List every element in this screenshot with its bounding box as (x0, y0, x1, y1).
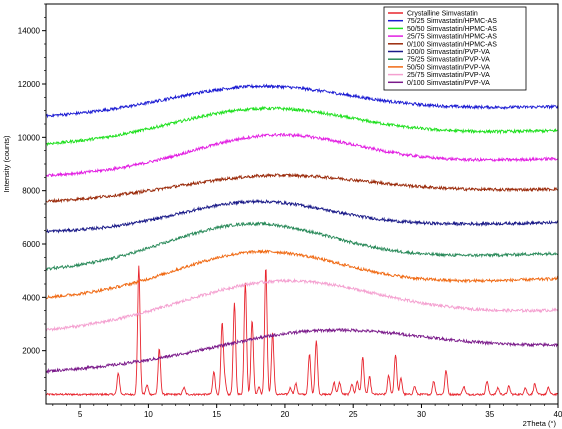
legend-entry: 0/100 Simvastatin/HPMC-AS (407, 41, 497, 48)
x-tick-label: 15 (212, 410, 221, 419)
legend-entry: 100/0 Simvastatin/PVP-VA (407, 49, 490, 56)
x-tick-label: 30 (417, 410, 426, 419)
series-line-1 (46, 265, 558, 397)
y-tick-label: 4000 (22, 293, 40, 302)
legend-entry: 25/75 Simvastatin/PVP-VA (407, 72, 490, 79)
series-line-6 (46, 198, 558, 234)
legend-entry: 75/25 Simvastatin/PVP-VA (407, 57, 490, 64)
legend-entry: 50/50 Simvastatin/HPMC-AS (407, 26, 497, 33)
legend-box (383, 6, 527, 91)
series-line-5 (46, 172, 558, 204)
series-line-4 (46, 132, 558, 178)
x-axis-label: 2Theta (°) (523, 419, 557, 428)
legend-entry: 50/50 Simvastatin/PVP-VA (407, 64, 490, 71)
x-tick-label: 40 (554, 410, 562, 419)
y-tick-label: 10000 (18, 133, 41, 142)
series-line-9 (46, 277, 558, 332)
legend-entry: 0/100 Simvastatin/PVP-VA (407, 80, 490, 87)
y-tick-label: 2000 (22, 347, 40, 356)
series-line-2 (46, 83, 558, 119)
legend-entry: 75/25 Simvastatin/HPMC-AS (407, 18, 497, 25)
x-tick-label: 35 (485, 410, 494, 419)
series-line-10 (46, 327, 558, 375)
x-tick-label: 25 (349, 410, 358, 419)
series-line-8 (46, 248, 558, 300)
legend-entry: Crystalline Simvastatin (407, 11, 478, 18)
y-tick-label: 12000 (18, 80, 41, 89)
x-tick-label: 5 (78, 410, 83, 419)
axes: 2000 4000 6000 8000 10000 12000 14000 5 10 15 20 25… (2, 3, 562, 428)
x-tick-label: 20 (280, 410, 289, 419)
y-tick-label: 8000 (22, 187, 40, 196)
plot-lines (46, 83, 558, 397)
series-line-7 (46, 221, 558, 271)
series-line-3 (46, 105, 558, 147)
y-tick-label: 14000 (18, 27, 41, 36)
legend-entry: 25/75 Simvastatin/HPMC-AS (407, 34, 497, 41)
x-tick-label: 10 (144, 410, 153, 419)
y-axis-label: Intensity (counts) (2, 135, 11, 193)
y-tick-label: 6000 (22, 240, 40, 249)
